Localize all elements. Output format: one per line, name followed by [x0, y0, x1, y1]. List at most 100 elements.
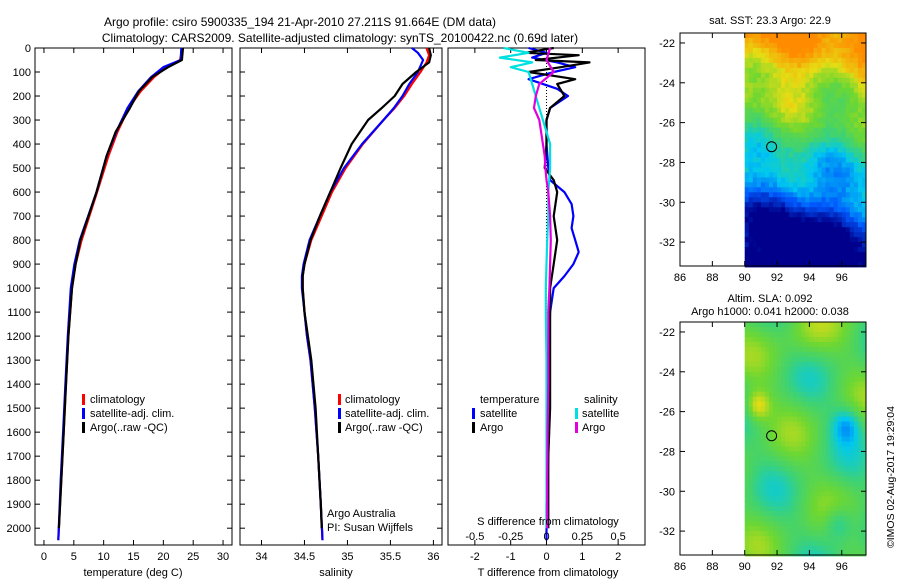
- map-cell: [764, 162, 770, 168]
- map-cell: [752, 207, 758, 213]
- map-cell: [797, 167, 802, 173]
- map-cell: [845, 411, 851, 417]
- map-cell: [777, 247, 782, 253]
- map-cell: [841, 322, 847, 328]
- map-cell: [805, 57, 810, 64]
- map-cell: [768, 486, 774, 492]
- map-cell: [805, 446, 810, 452]
- map-cell: [764, 356, 770, 363]
- map-cell: [841, 157, 847, 163]
- map-cell: [853, 67, 859, 74]
- map-cell: [768, 351, 774, 358]
- map-cell: [813, 466, 818, 472]
- map-cell: [825, 107, 831, 114]
- map-cell: [805, 33, 810, 39]
- map-cell: [801, 541, 806, 547]
- map-cell: [801, 536, 806, 542]
- map-cell: [789, 197, 794, 203]
- map-cell: [801, 57, 806, 64]
- map-cell: [833, 341, 839, 348]
- map-cell: [760, 436, 766, 442]
- map-x-tick-label: 94: [803, 561, 815, 573]
- map-cell: [821, 207, 826, 213]
- map-cell: [829, 336, 835, 343]
- map-cell: [857, 92, 863, 99]
- map-cell: [752, 446, 758, 452]
- map-cell: [861, 212, 867, 218]
- map-cell: [809, 97, 814, 104]
- salinity-legend: climatology satellite-adj. clim. Argo(..…: [338, 394, 429, 434]
- map-cell: [777, 112, 782, 119]
- map-cell: [793, 52, 798, 59]
- map-cell: [781, 237, 786, 243]
- map-cell: [785, 227, 790, 233]
- map-cell: [845, 202, 851, 208]
- map-cell: [809, 376, 814, 383]
- map-cell: [813, 132, 818, 138]
- map-cell: [829, 202, 835, 208]
- map-cell: [821, 197, 826, 203]
- y-tick-label: 300: [13, 115, 31, 127]
- map-cell: [781, 107, 786, 114]
- map-cell: [760, 461, 766, 467]
- map-cell: [744, 511, 750, 517]
- map-cell: [785, 471, 790, 477]
- map-cell: [760, 406, 766, 413]
- legend-swatch-argo: [82, 422, 85, 433]
- map-cell: [829, 401, 835, 408]
- map-cell: [781, 33, 786, 39]
- map-cell: [849, 491, 855, 497]
- map-cell: [744, 446, 750, 452]
- map-cell: [748, 416, 754, 422]
- map-cell: [837, 411, 843, 417]
- map-cell: [805, 152, 810, 158]
- map-cell: [809, 336, 814, 343]
- map-cell: [833, 476, 839, 482]
- map-cell: [861, 406, 867, 413]
- map-cell: [833, 401, 839, 408]
- map-cell: [849, 237, 855, 243]
- map-cell: [768, 37, 774, 44]
- map-cell: [781, 112, 786, 119]
- map-cell: [793, 177, 798, 183]
- map-cell: [861, 47, 867, 54]
- map-cell: [813, 471, 818, 477]
- map-cell: [825, 137, 831, 143]
- map-cell: [857, 247, 863, 253]
- map-cell: [801, 322, 806, 328]
- map-cell: [837, 37, 843, 44]
- map-cell: [813, 546, 818, 552]
- map-cell: [857, 356, 863, 363]
- map-cell: [805, 341, 810, 348]
- map-cell: [797, 92, 802, 99]
- map-cell: [756, 157, 762, 163]
- map-cell: [764, 361, 770, 368]
- map-cell: [853, 102, 859, 109]
- map-cell: [841, 82, 847, 89]
- map-cell: [841, 551, 847, 557]
- map-cell: [768, 197, 774, 203]
- map-cell: [748, 257, 754, 263]
- map-cell: [861, 57, 867, 64]
- map-cell: [768, 501, 774, 507]
- map-cell: [768, 396, 774, 403]
- map-cell: [777, 92, 782, 99]
- map-cell: [829, 421, 835, 427]
- map-cell: [821, 137, 826, 143]
- map-cell: [760, 451, 766, 457]
- map-cell: [825, 62, 831, 69]
- map-cell: [821, 506, 826, 512]
- map-cell: [789, 491, 794, 497]
- map-cell: [797, 227, 802, 233]
- map-cell: [813, 197, 818, 203]
- map-cell: [849, 182, 855, 188]
- map-cell: [829, 466, 835, 472]
- map-cell: [841, 331, 847, 338]
- map-cell: [777, 421, 782, 427]
- map-cell: [837, 132, 843, 138]
- map-cell: [825, 172, 831, 178]
- map-cell: [857, 346, 863, 353]
- map-cell: [857, 376, 863, 383]
- map-cell: [785, 356, 790, 363]
- map-cell: [744, 516, 750, 522]
